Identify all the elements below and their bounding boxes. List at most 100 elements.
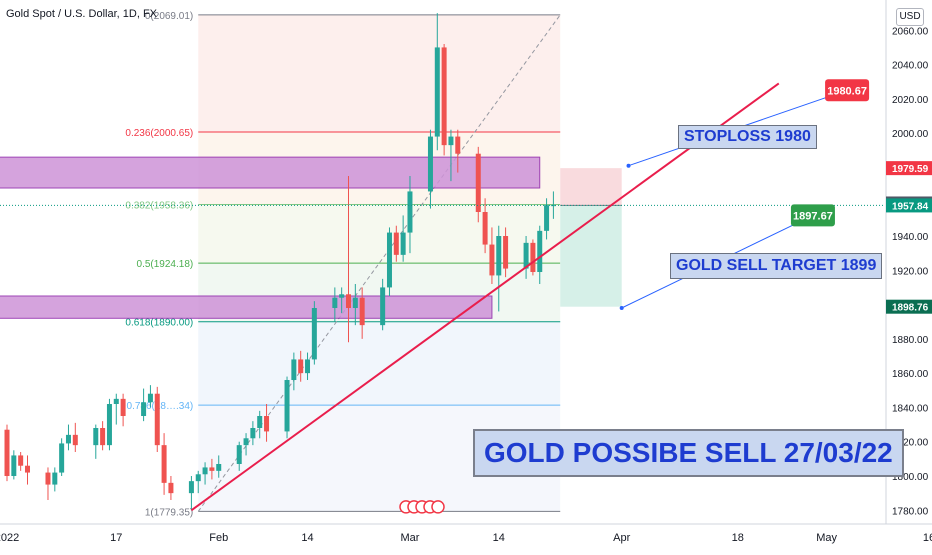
price-tick-label: 2040.00 — [892, 61, 929, 72]
time-tick-label: 14 — [493, 532, 505, 544]
fib-trend-line — [197, 14, 561, 512]
candle-body — [18, 455, 24, 466]
callout-bubble — [825, 79, 870, 102]
candle-body — [100, 428, 106, 446]
candle-body — [305, 359, 311, 374]
candle-body — [243, 438, 249, 446]
candle-body — [147, 393, 153, 403]
candle-body — [346, 294, 351, 308]
fib-band — [198, 14, 561, 133]
time-tick-label: May — [816, 532, 837, 544]
fib-level-label: 0.382(1958.36) — [125, 201, 193, 212]
candle-body — [264, 416, 270, 432]
callout-anchor — [619, 306, 624, 310]
candle-body — [339, 294, 345, 298]
candle-body — [4, 429, 10, 476]
candle-body — [332, 297, 338, 308]
candle-body — [216, 464, 222, 471]
candle-body — [284, 380, 290, 432]
candle-body — [298, 359, 304, 374]
candle-body — [59, 443, 65, 473]
price-marker-label: 1957.84 — [892, 201, 929, 212]
candle-body — [550, 205, 556, 207]
candle-body — [455, 136, 461, 154]
price-tick-label: 2060.00 — [892, 26, 929, 37]
candle-body — [11, 455, 17, 476]
candle-body — [482, 212, 488, 245]
callout-bubble — [790, 204, 835, 227]
candle-body — [209, 467, 215, 471]
candle-body — [427, 136, 433, 192]
economic-event-icon — [431, 500, 445, 514]
target-note[interactable]: GOLD SELL TARGET 1899 — [670, 253, 883, 279]
candle-body — [257, 416, 263, 428]
candle-body — [250, 428, 256, 439]
price-tick-label: 1820.00 — [892, 438, 929, 449]
time-tick-label: 2022 — [0, 532, 19, 544]
time-tick-label: 16 — [923, 532, 932, 544]
price-tick-label: 1800.00 — [892, 472, 929, 483]
fib-band — [198, 321, 561, 406]
supply-demand-zone — [0, 295, 493, 319]
price-marker — [886, 198, 932, 213]
candle-body — [24, 465, 30, 473]
candle-body — [380, 287, 386, 326]
price-tick-label: 1860.00 — [892, 369, 929, 380]
fib-level-label: 0(2069.01) — [145, 11, 193, 22]
candle-body — [93, 428, 99, 446]
price-tick-label: 2020.00 — [892, 95, 929, 106]
candle-body — [202, 467, 208, 475]
candle-body — [141, 402, 147, 416]
candle-body — [113, 398, 119, 404]
candle-body — [496, 236, 502, 276]
candle-body — [236, 445, 242, 464]
symbol-title: Gold Spot / U.S. Dollar, 1D, FX — [6, 8, 158, 20]
candle-body — [537, 230, 543, 272]
candle-body — [407, 191, 413, 233]
callout-value: 1897.67 — [793, 210, 833, 222]
candle-body — [195, 474, 201, 482]
price-tick-label: 2000.00 — [892, 129, 929, 140]
candle-body — [72, 434, 78, 446]
candle-body — [393, 232, 399, 255]
candle-body — [448, 136, 454, 146]
price-marker-label: 1979.59 — [892, 164, 929, 175]
stoploss-note[interactable]: STOPLOSS 1980 — [678, 125, 817, 149]
candle-body — [523, 242, 529, 269]
time-tick-label: 14 — [301, 532, 313, 544]
candle-body — [311, 308, 317, 360]
candle-body — [352, 297, 358, 308]
time-tick-label: Feb — [209, 532, 228, 544]
fib-level-label: 1(1779.35) — [145, 507, 193, 518]
time-tick-label: 18 — [732, 532, 744, 544]
time-tick-label: Mar — [400, 532, 419, 544]
callout-anchor — [626, 163, 631, 168]
currency-badge[interactable]: USD — [896, 8, 924, 26]
price-tick-label: 1920.00 — [892, 266, 929, 277]
price-marker-label: 1898.76 — [892, 303, 929, 314]
supply-demand-zone — [0, 156, 541, 189]
position-target-area — [560, 205, 622, 307]
candle-body — [154, 393, 160, 446]
headline-note[interactable]: GOLD POSSIBE SELL 27/03/22 — [473, 429, 904, 477]
candle-body — [188, 481, 194, 494]
time-tick-label: 17 — [110, 532, 122, 544]
candle-body — [503, 236, 509, 269]
candle-body — [441, 47, 447, 146]
candle-body — [52, 472, 58, 485]
price-tick-label: 1880.00 — [892, 335, 929, 346]
position-stop-area — [560, 168, 622, 206]
candle-body — [434, 47, 440, 137]
candle-body — [168, 482, 174, 494]
candle-body — [489, 244, 495, 276]
time-axis — [0, 524, 932, 550]
callout-value: 1980.67 — [827, 85, 867, 97]
candle-body — [291, 359, 297, 380]
candle-body — [530, 242, 536, 272]
candle-body — [45, 472, 51, 485]
candle-body — [386, 232, 392, 288]
fib-level-label: 0.618(1890.00) — [125, 318, 193, 329]
fib-level-label: 0.786(18….34) — [127, 401, 194, 412]
price-tick-label: 1940.00 — [892, 232, 929, 243]
candle-body — [120, 398, 126, 416]
